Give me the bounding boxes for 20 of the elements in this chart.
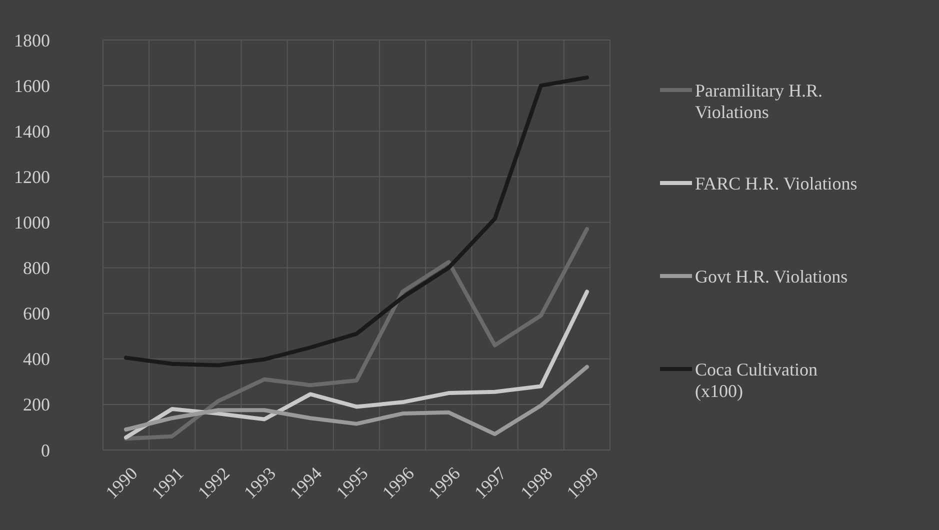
y-tick-label: 600 bbox=[23, 304, 50, 324]
line-series bbox=[124, 227, 589, 441]
y-tick-label: 1200 bbox=[14, 166, 50, 187]
y-tick-label: 400 bbox=[23, 349, 50, 370]
legend-label: Govt H.R. Violations bbox=[695, 266, 848, 286]
y-tick-label: 0 bbox=[41, 440, 50, 460]
x-tick-label: 1998 bbox=[516, 463, 556, 503]
y-tick-label: 1800 bbox=[14, 30, 50, 50]
y-tick-label: 800 bbox=[23, 258, 50, 278]
y-tick-label: 1000 bbox=[14, 212, 50, 233]
x-tick-label: 1991 bbox=[148, 463, 188, 503]
y-tick-label: 1600 bbox=[14, 76, 50, 96]
y-tick-label: 200 bbox=[23, 394, 50, 415]
legend-label: Paramilitary H.R. Violations bbox=[695, 80, 822, 122]
line-series bbox=[124, 290, 589, 440]
line-series bbox=[124, 76, 589, 368]
legend-label: Coca Cultivation (x100) bbox=[695, 359, 818, 401]
legend-label: FARC H.R. Violations bbox=[695, 173, 858, 194]
y-tick-label: 1400 bbox=[14, 121, 50, 142]
line-series bbox=[124, 364, 589, 436]
